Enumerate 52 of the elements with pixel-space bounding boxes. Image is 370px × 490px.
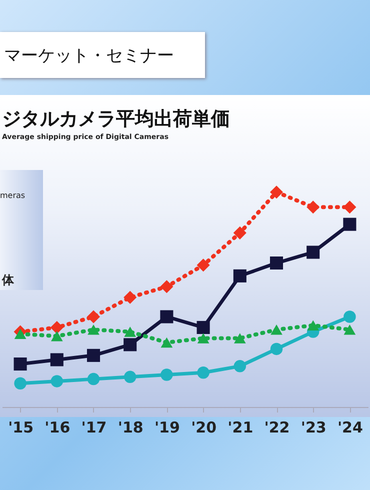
point [344,324,356,335]
point [50,375,64,388]
x-tick-label: '17 [81,418,107,436]
point [14,358,27,371]
point [124,326,136,337]
point [343,218,356,231]
point [124,370,136,384]
point [233,226,246,240]
point [87,372,100,386]
point [306,246,320,259]
text: マーケット・セミナー [0,32,205,78]
point [270,324,282,335]
point [124,290,137,304]
point [50,320,64,334]
point [124,338,137,352]
x-tick-label: '23 [300,418,326,436]
x-tick-label: '15 [8,418,34,436]
point [88,324,100,335]
point [14,328,26,340]
x-tick-label: '20 [191,418,217,436]
x-tick-label: '18 [118,418,144,436]
point [197,333,210,344]
point [160,280,174,294]
chart-title: ジタルカメラ平均出荷単価 [2,108,230,130]
annotation: 体 [2,272,14,289]
x-tick-label: '22 [264,418,290,436]
point [197,366,210,379]
point [86,348,100,362]
point [50,353,64,366]
point [160,337,173,348]
point [270,186,284,199]
point [270,256,284,270]
point [196,320,210,334]
point [14,377,26,390]
x-tick-label: '19 [154,418,180,436]
point [86,310,100,324]
point [50,330,63,342]
point [233,269,246,282]
point [234,360,246,372]
point [343,200,356,214]
point [234,333,246,344]
point [160,310,174,324]
point [270,342,283,356]
point [160,368,173,381]
point [344,310,356,323]
annotation: meras [0,191,26,200]
point [306,200,320,214]
x-tick-label: '21 [228,418,254,436]
x-tick-label: '16 [44,418,70,436]
x-tick-label: '24 [337,418,363,436]
point [307,320,320,330]
point [196,258,210,272]
